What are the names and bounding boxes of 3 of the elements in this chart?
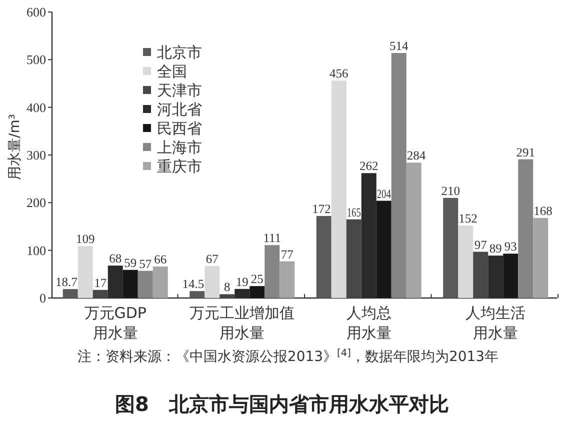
ylabel: 用水量/m³ (7, 114, 23, 180)
title: 图8 北京市与国内省市用水水平对比 (115, 392, 449, 416)
annotation: 注：资料来源：《中国水资源公报2013》$^{[4]}$，数据年限均为2013年 (77, 348, 499, 365)
